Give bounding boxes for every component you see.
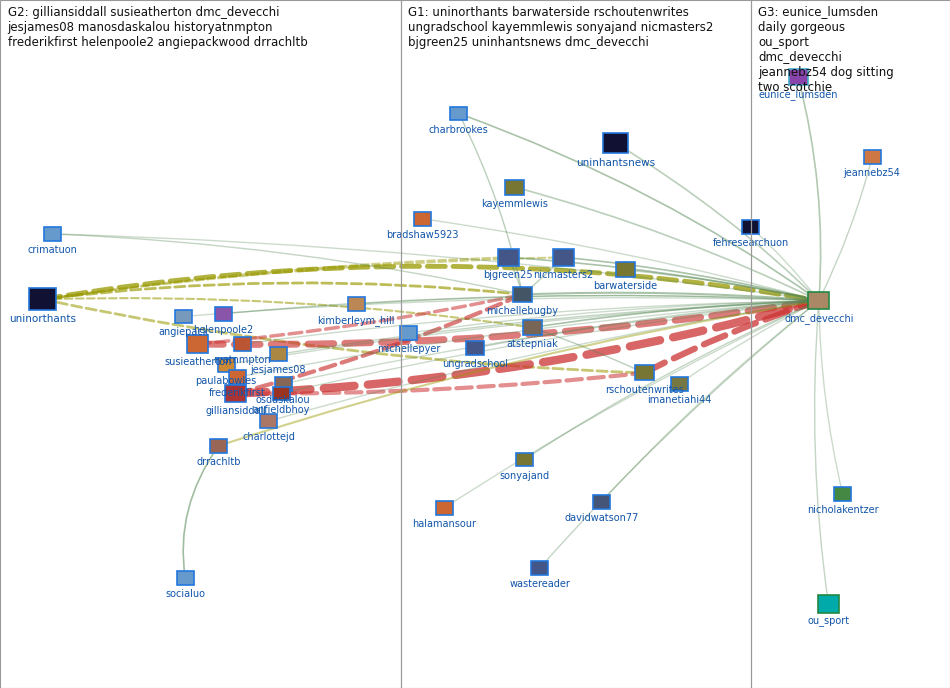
Bar	[270, 347, 287, 361]
Text: paulabowles: paulabowles	[196, 376, 256, 386]
Bar	[175, 310, 192, 323]
Bar	[29, 288, 56, 310]
Bar	[553, 249, 574, 266]
Text: G1: uninorthants barwaterside rschoutenwrites
ungradschool kayemmlewis sonyajand: G1: uninorthants barwaterside rschoutenw…	[408, 6, 713, 48]
Text: michellepyer: michellepyer	[377, 344, 440, 354]
Text: nicholakentzer: nicholakentzer	[807, 505, 879, 515]
Text: osdaskalou: osdaskalou	[256, 395, 311, 405]
Bar	[210, 439, 227, 453]
Text: davidwatson77: davidwatson77	[564, 513, 638, 524]
Bar	[275, 377, 292, 391]
Bar	[229, 370, 246, 384]
Bar	[513, 287, 532, 302]
Bar	[218, 358, 235, 372]
Text: kimberleym_hill: kimberleym_hill	[317, 315, 395, 326]
Text: michellebugby: michellebugby	[486, 306, 559, 316]
Text: ungradschool: ungradschool	[442, 359, 508, 369]
Text: susieatherton: susieatherton	[164, 356, 231, 367]
Bar	[215, 307, 232, 321]
Text: bjgreen25: bjgreen25	[484, 270, 533, 280]
Text: nicmasters2: nicmasters2	[533, 270, 594, 280]
Bar	[516, 453, 533, 466]
Text: gilliansiddall: gilliansiddall	[205, 406, 266, 416]
Text: uninhantsnews: uninhantsnews	[576, 158, 655, 168]
Text: fehresearchuon: fehresearchuon	[712, 238, 788, 248]
Bar	[177, 571, 194, 585]
Bar	[44, 227, 61, 241]
Bar	[531, 561, 548, 575]
Text: dmc_devecchi: dmc_devecchi	[784, 314, 854, 324]
Text: wastereader: wastereader	[509, 579, 570, 590]
Text: G2: gilliansiddall susieatherton dmc_devecchi
jesjames08 manosdaskalou historyat: G2: gilliansiddall susieatherton dmc_dev…	[8, 6, 308, 48]
Bar	[348, 297, 365, 311]
Text: charbrookes: charbrookes	[429, 125, 488, 135]
Bar	[436, 501, 453, 515]
Text: charlottejd: charlottejd	[242, 432, 295, 442]
Text: imanetiahi44: imanetiahi44	[647, 395, 712, 405]
Bar	[273, 387, 290, 400]
Text: jesjames08: jesjames08	[251, 365, 306, 376]
Bar	[635, 365, 654, 380]
Text: helenpoole2: helenpoole2	[193, 325, 254, 335]
Text: barwaterside: barwaterside	[593, 281, 657, 292]
Bar	[234, 337, 251, 351]
Text: rschoutenwrites: rschoutenwrites	[605, 385, 683, 395]
Bar	[466, 341, 484, 355]
Bar	[818, 595, 839, 612]
Bar	[834, 487, 851, 501]
Text: halamansour: halamansour	[412, 519, 477, 529]
Text: eunice_lumsden: eunice_lumsden	[758, 89, 838, 100]
Text: angiepack: angiepack	[158, 327, 209, 338]
Bar	[260, 414, 277, 428]
Bar	[450, 107, 467, 120]
Text: socialuo: socialuo	[165, 589, 205, 599]
Bar	[225, 385, 246, 402]
Text: jeannebz54: jeannebz54	[844, 168, 901, 178]
Bar	[864, 150, 881, 164]
Text: bradshaw5923: bradshaw5923	[387, 230, 459, 240]
Text: sonyajand: sonyajand	[500, 471, 549, 481]
Text: anfieldbhoy: anfieldbhoy	[253, 405, 310, 415]
Bar	[0, 0, 401, 688]
Text: crimatuon: crimatuon	[28, 245, 77, 255]
Bar	[808, 292, 829, 310]
Bar	[742, 220, 759, 234]
Text: atstepniak: atstepniak	[506, 339, 558, 350]
Bar	[522, 320, 541, 335]
Bar	[400, 326, 417, 340]
Bar	[401, 0, 750, 688]
Text: G3: eunice_lumsden
daily gorgeous
ou_sport
dmc_devecchi
jeannebz54 dog sitting
t: G3: eunice_lumsden daily gorgeous ou_spo…	[758, 6, 894, 94]
Text: drrachltb: drrachltb	[197, 457, 240, 467]
Bar	[603, 133, 628, 153]
Text: ou_sport: ou_sport	[808, 616, 849, 627]
Bar	[671, 377, 688, 391]
Text: kayemmlewis: kayemmlewis	[482, 199, 548, 209]
Bar	[498, 249, 519, 266]
Bar	[505, 180, 524, 195]
Bar	[414, 212, 431, 226]
Bar	[187, 336, 208, 353]
Bar	[616, 262, 635, 277]
Text: frederikfirst: frederikfirst	[209, 388, 266, 398]
Bar	[750, 0, 950, 688]
Bar	[788, 69, 808, 85]
Text: uninorthants: uninorthants	[10, 314, 76, 325]
Bar	[593, 495, 610, 509]
Text: ryatnmpton: ryatnmpton	[214, 355, 271, 365]
